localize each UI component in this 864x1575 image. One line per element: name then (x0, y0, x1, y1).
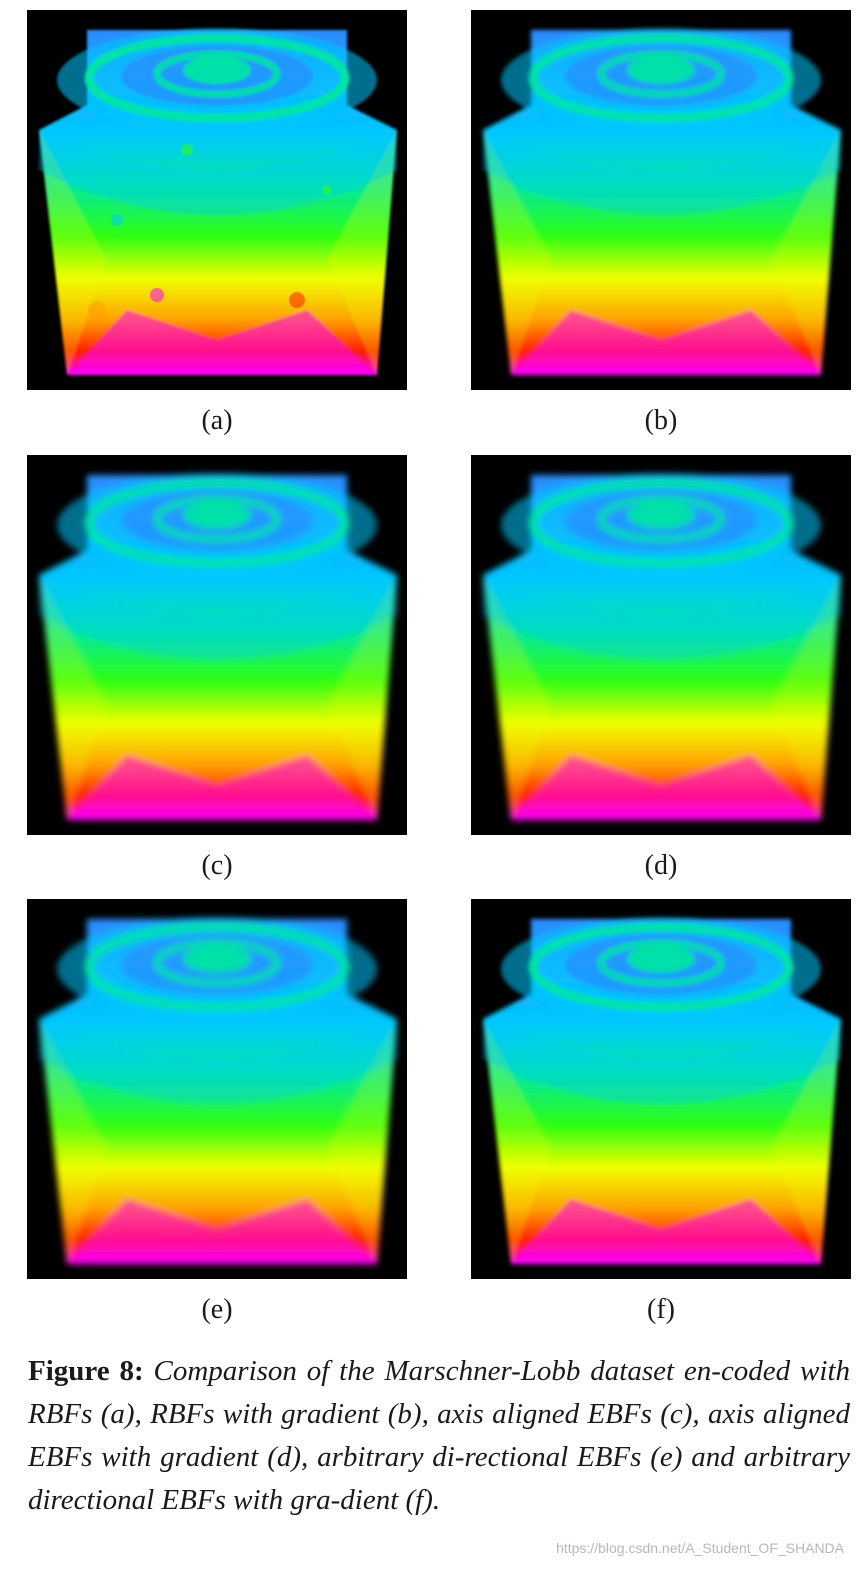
volume-render-image (471, 455, 851, 835)
volume-render-image (27, 10, 407, 390)
volume-render-image (471, 899, 851, 1279)
figure-label: Figure 8: (28, 1355, 144, 1387)
render-panel-f (471, 899, 851, 1279)
caption-text: Comparison of the Marschner-Lobb dataset… (28, 1355, 850, 1516)
volume-render-image (27, 899, 407, 1279)
render-panel-a (27, 10, 407, 390)
figure-caption: Figure 8: Comparison of the Marschner-Lo… (28, 1350, 850, 1522)
subfigure-label-d: (d) (644, 850, 678, 881)
subfigure-label-e: (e) (201, 1294, 233, 1325)
render-panel-b (471, 10, 851, 390)
volume-render-image (471, 10, 851, 390)
render-panel-e (27, 899, 407, 1279)
volume-render-image (27, 455, 407, 835)
watermark: https://blog.csdn.net/A_Student_OF_SHAND… (556, 1540, 844, 1556)
render-panel-c (27, 455, 407, 835)
subfigure-label-a: (a) (201, 405, 233, 436)
subfigure-label-c: (c) (201, 850, 233, 881)
render-panel-d (471, 455, 851, 835)
subfigure-label-b: (b) (644, 405, 678, 436)
subfigure-label-f: (f) (647, 1294, 675, 1325)
